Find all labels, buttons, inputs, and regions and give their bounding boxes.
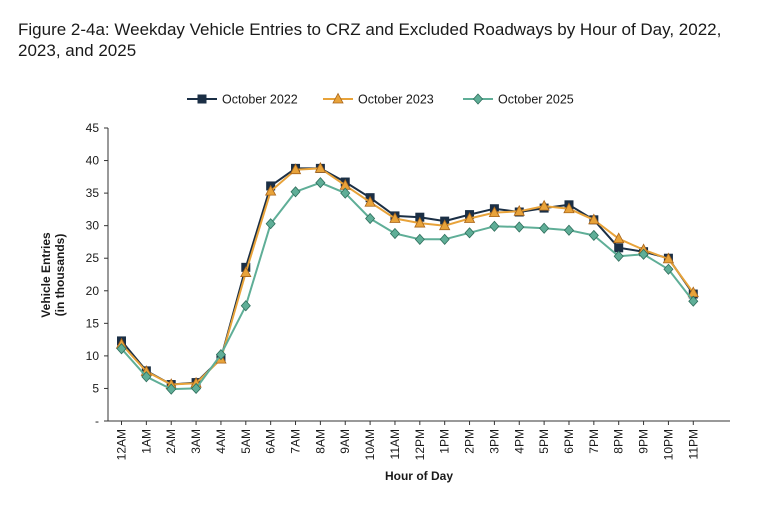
data-point xyxy=(191,382,202,395)
data-point xyxy=(414,216,426,228)
x-tick-label: 11PM xyxy=(686,429,700,459)
series-october-2025 xyxy=(116,177,699,395)
x-tick-label: 1AM xyxy=(139,429,153,454)
x-tick-label: 10PM xyxy=(661,429,675,460)
x-tick-label: 9AM xyxy=(338,429,352,454)
data-point xyxy=(464,227,475,239)
data-point xyxy=(514,221,525,233)
x-tick-label: 5PM xyxy=(537,429,551,454)
y-axis-subtitle: (in thousands) xyxy=(53,234,67,317)
series-line xyxy=(120,167,695,386)
data-point xyxy=(488,206,501,218)
data-point xyxy=(197,94,207,104)
y-tick-label: 35 xyxy=(86,186,100,200)
series-line xyxy=(120,181,695,391)
data-point xyxy=(588,229,599,242)
x-tick-label: 4PM xyxy=(512,429,526,454)
data-point xyxy=(365,212,376,225)
data-point xyxy=(166,383,177,395)
data-point xyxy=(439,233,450,245)
data-point xyxy=(563,224,575,236)
data-point xyxy=(290,186,301,198)
y-tick-label: - xyxy=(95,414,99,428)
legend-label: October 2022 xyxy=(222,93,298,107)
y-axis-title: Vehicle Entries xyxy=(39,232,53,318)
data-point xyxy=(240,300,251,312)
data-point xyxy=(638,248,649,260)
data-point xyxy=(613,250,624,262)
legend-item: October 2025 xyxy=(463,93,574,107)
data-point xyxy=(463,212,476,223)
series-layer xyxy=(115,162,699,395)
x-axis: 12AM 1AM 2AM 3AM 4AM 5AM 6AM 7AM 8AM 9AM 10AM 11AM 1… xyxy=(108,420,730,460)
data-point xyxy=(332,92,344,104)
legend-label: October 2023 xyxy=(358,93,434,107)
x-tick-label: 1PM xyxy=(438,429,452,454)
x-tick-label: 11AM xyxy=(388,429,402,459)
data-point xyxy=(538,199,550,211)
data-point xyxy=(364,195,376,207)
x-tick-label: 2AM xyxy=(164,429,178,454)
y-axis: - 5 10 15 20 25 30 35 40 45 xyxy=(86,121,109,428)
data-point xyxy=(613,232,625,244)
data-point xyxy=(513,204,525,216)
x-tick-label: 7AM xyxy=(289,429,303,454)
y-tick-label: 30 xyxy=(86,219,100,233)
data-point xyxy=(489,220,500,232)
y-tick-label: 15 xyxy=(86,316,100,330)
y-tick-label: 5 xyxy=(92,381,99,395)
x-axis-title: Hour of Day xyxy=(385,469,453,483)
y-tick-label: 10 xyxy=(86,349,100,363)
chart-legend: October 2022 October 2023 October 2025 xyxy=(187,93,574,107)
x-tick-label: 12AM xyxy=(115,429,129,460)
data-point xyxy=(389,227,400,240)
data-point xyxy=(414,233,425,245)
legend-item: October 2022 xyxy=(187,93,298,107)
data-point xyxy=(663,263,674,275)
data-point xyxy=(314,162,327,173)
data-point xyxy=(614,243,624,253)
y-tick-label: 40 xyxy=(86,154,100,168)
legend-label: October 2025 xyxy=(498,93,574,107)
y-tick-label: 25 xyxy=(86,251,100,265)
series-october-2022 xyxy=(117,163,698,390)
x-tick-label: 2PM xyxy=(463,429,477,454)
data-point xyxy=(264,184,277,196)
data-point xyxy=(439,219,451,231)
x-tick-label: 12PM xyxy=(413,429,427,460)
data-point xyxy=(215,348,226,361)
data-point xyxy=(472,93,484,105)
x-tick-label: 6PM xyxy=(562,429,576,454)
x-tick-label: 10AM xyxy=(363,429,377,460)
data-point xyxy=(688,295,699,307)
data-point xyxy=(116,343,127,355)
y-tick-label: 45 xyxy=(86,121,100,135)
data-point xyxy=(389,212,401,223)
data-point xyxy=(539,222,550,234)
data-point xyxy=(240,266,252,277)
legend-item: October 2023 xyxy=(323,93,434,107)
x-tick-label: 9PM xyxy=(637,429,651,454)
data-point xyxy=(563,202,575,214)
x-tick-label: 7PM xyxy=(587,429,601,454)
data-point xyxy=(588,213,600,225)
data-point xyxy=(315,177,326,189)
x-tick-label: 3PM xyxy=(487,429,501,454)
x-tick-label: 8AM xyxy=(313,429,327,454)
y-tick-label: 20 xyxy=(86,284,100,298)
x-tick-label: 3AM xyxy=(189,429,203,454)
x-tick-label: 6AM xyxy=(264,429,278,454)
data-point xyxy=(662,252,675,264)
series-line xyxy=(120,167,695,386)
chart-title: Figure 2-4a: Weekday Vehicle Entries to … xyxy=(18,20,722,60)
x-tick-label: 4AM xyxy=(214,429,228,454)
data-point xyxy=(340,187,351,199)
data-point xyxy=(289,163,302,175)
data-point xyxy=(141,371,152,383)
x-tick-label: 8PM xyxy=(612,429,626,454)
series-october-2023 xyxy=(115,162,699,389)
x-tick-label: 5AM xyxy=(239,429,253,454)
data-point xyxy=(265,218,276,230)
